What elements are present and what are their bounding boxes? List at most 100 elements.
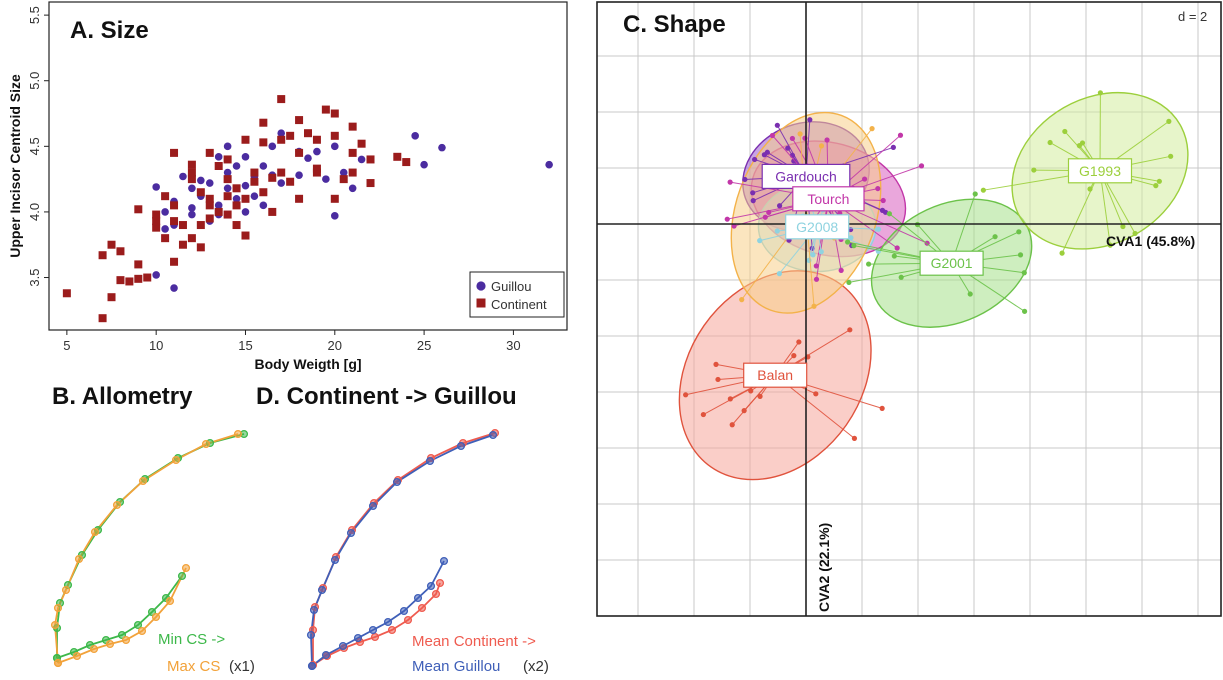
tourch-specimen-point	[897, 132, 904, 138]
y-tick-label: 4.0	[27, 203, 42, 221]
max-cs-landmark	[121, 635, 131, 645]
tourch-specimen-point	[724, 216, 730, 222]
point-guillou	[330, 212, 339, 220]
g2001-specimen-point	[851, 243, 857, 249]
point-guillou	[250, 192, 259, 200]
point-continent	[348, 148, 357, 157]
point-continent	[187, 175, 196, 184]
point-continent	[205, 194, 214, 203]
legend-marker-guillou	[476, 281, 486, 291]
g1993-specimen-point	[1166, 118, 1172, 124]
gardouch-label: Gardouch	[775, 168, 836, 184]
y-tick-label: 5.5	[27, 6, 42, 24]
point-guillou	[152, 183, 160, 191]
tourch-specimen-point	[918, 163, 925, 169]
point-continent	[259, 188, 268, 197]
panel-a-title: A. Size	[70, 17, 149, 44]
x-tick-label: 5	[63, 338, 70, 353]
balan-specimen-point	[727, 396, 733, 402]
max-cs-landmark	[181, 563, 191, 573]
min-cs-outer-line	[56, 433, 245, 658]
panel-c-cva1-label: CVA1 (45.8%)	[1106, 233, 1195, 249]
mean-guillou-landmark	[353, 633, 363, 643]
point-continent	[161, 192, 170, 201]
point-continent	[107, 293, 116, 302]
point-continent	[330, 194, 339, 203]
g1993-specimen-point	[1153, 183, 1159, 189]
mean-guillou-landmark	[306, 630, 316, 640]
point-continent	[268, 207, 277, 216]
panel-d-legend-scale: (x2)	[523, 658, 549, 675]
balan-specimen-point	[700, 411, 706, 418]
point-continent	[295, 194, 304, 203]
panel-d-continent-guillou: D. Continent -> Guillou Mean Continent -…	[256, 383, 549, 675]
max-cs-landmark	[112, 500, 122, 510]
max-cs-landmark	[89, 644, 99, 654]
max-cs-inner-line	[57, 567, 187, 664]
point-guillou	[241, 153, 250, 161]
panel-b-legend-max: Max CS	[167, 658, 220, 675]
g2001-specimen-point	[1021, 270, 1027, 276]
balan-specimen-point	[748, 388, 754, 394]
point-continent	[321, 105, 330, 114]
point-continent	[187, 160, 196, 169]
point-continent	[277, 135, 286, 144]
panel-d-legend-continent: Mean Continent ->	[412, 633, 536, 650]
g2001-specimen-point	[846, 279, 852, 286]
point-guillou	[268, 142, 277, 151]
legend-box	[469, 271, 565, 318]
mean-continent-landmark	[370, 632, 380, 642]
g1993-specimen-point	[1156, 178, 1162, 184]
point-continent	[259, 118, 268, 127]
max-cs-landmark	[137, 626, 147, 636]
point-continent	[223, 210, 232, 219]
point-guillou	[188, 210, 196, 219]
balan-specimen-point	[791, 353, 797, 359]
g2001-specimen-point	[891, 253, 897, 259]
mean-continent-landmark	[387, 625, 397, 635]
mean-guillou-landmark	[317, 585, 327, 595]
g2001-specimen-point	[866, 261, 872, 267]
mean-continent-landmark	[435, 578, 445, 588]
tourch-label: Tourch	[807, 191, 849, 207]
max-cs-landmark	[138, 476, 148, 486]
point-continent	[161, 234, 170, 243]
balan-label: Balan	[757, 367, 793, 383]
tourch-specimen-point	[894, 245, 900, 251]
gardouch-specimen-point	[750, 190, 756, 196]
mean-guillou-landmark	[321, 650, 331, 660]
g2008-label: G2008	[796, 219, 838, 235]
point-guillou	[161, 225, 169, 233]
point-continent	[170, 217, 179, 226]
g2001-specimen-point	[845, 239, 851, 245]
mean-continent-landmark	[417, 603, 427, 613]
point-continent	[241, 231, 250, 240]
point-guillou	[357, 155, 366, 164]
max-cs-landmark	[61, 585, 71, 595]
balan-specimen-point	[715, 376, 721, 383]
point-continent	[98, 314, 107, 323]
panel-a-xlabel: Body Weigth [g]	[254, 356, 361, 372]
point-continent	[277, 168, 286, 177]
legend-label-continent: Continent	[491, 297, 547, 312]
point-continent	[116, 247, 125, 256]
max-cs-landmark	[74, 554, 84, 564]
legend-label-guillou: Guillou	[491, 279, 531, 294]
max-cs-landmark	[53, 603, 63, 613]
point-continent	[62, 289, 71, 298]
point-continent	[223, 192, 232, 201]
max-cs-landmark	[151, 612, 161, 622]
balan-specimen-point	[847, 327, 853, 333]
point-guillou	[259, 201, 268, 210]
g2008-specimen-point	[810, 252, 816, 258]
panel-a-frame	[48, 1, 568, 331]
gardouch-label-box	[761, 163, 851, 189]
point-continent	[170, 148, 179, 157]
g2008-label-box	[785, 214, 850, 240]
point-guillou	[214, 201, 223, 210]
point-continent	[241, 135, 250, 144]
g1993-specimen-point	[980, 187, 986, 193]
panel-a-size: A. Size 5 10 15 20 25 30 3.5 4.0 4.5 5.0 5.5 Body …	[7, 1, 568, 372]
point-guillou	[339, 168, 348, 177]
